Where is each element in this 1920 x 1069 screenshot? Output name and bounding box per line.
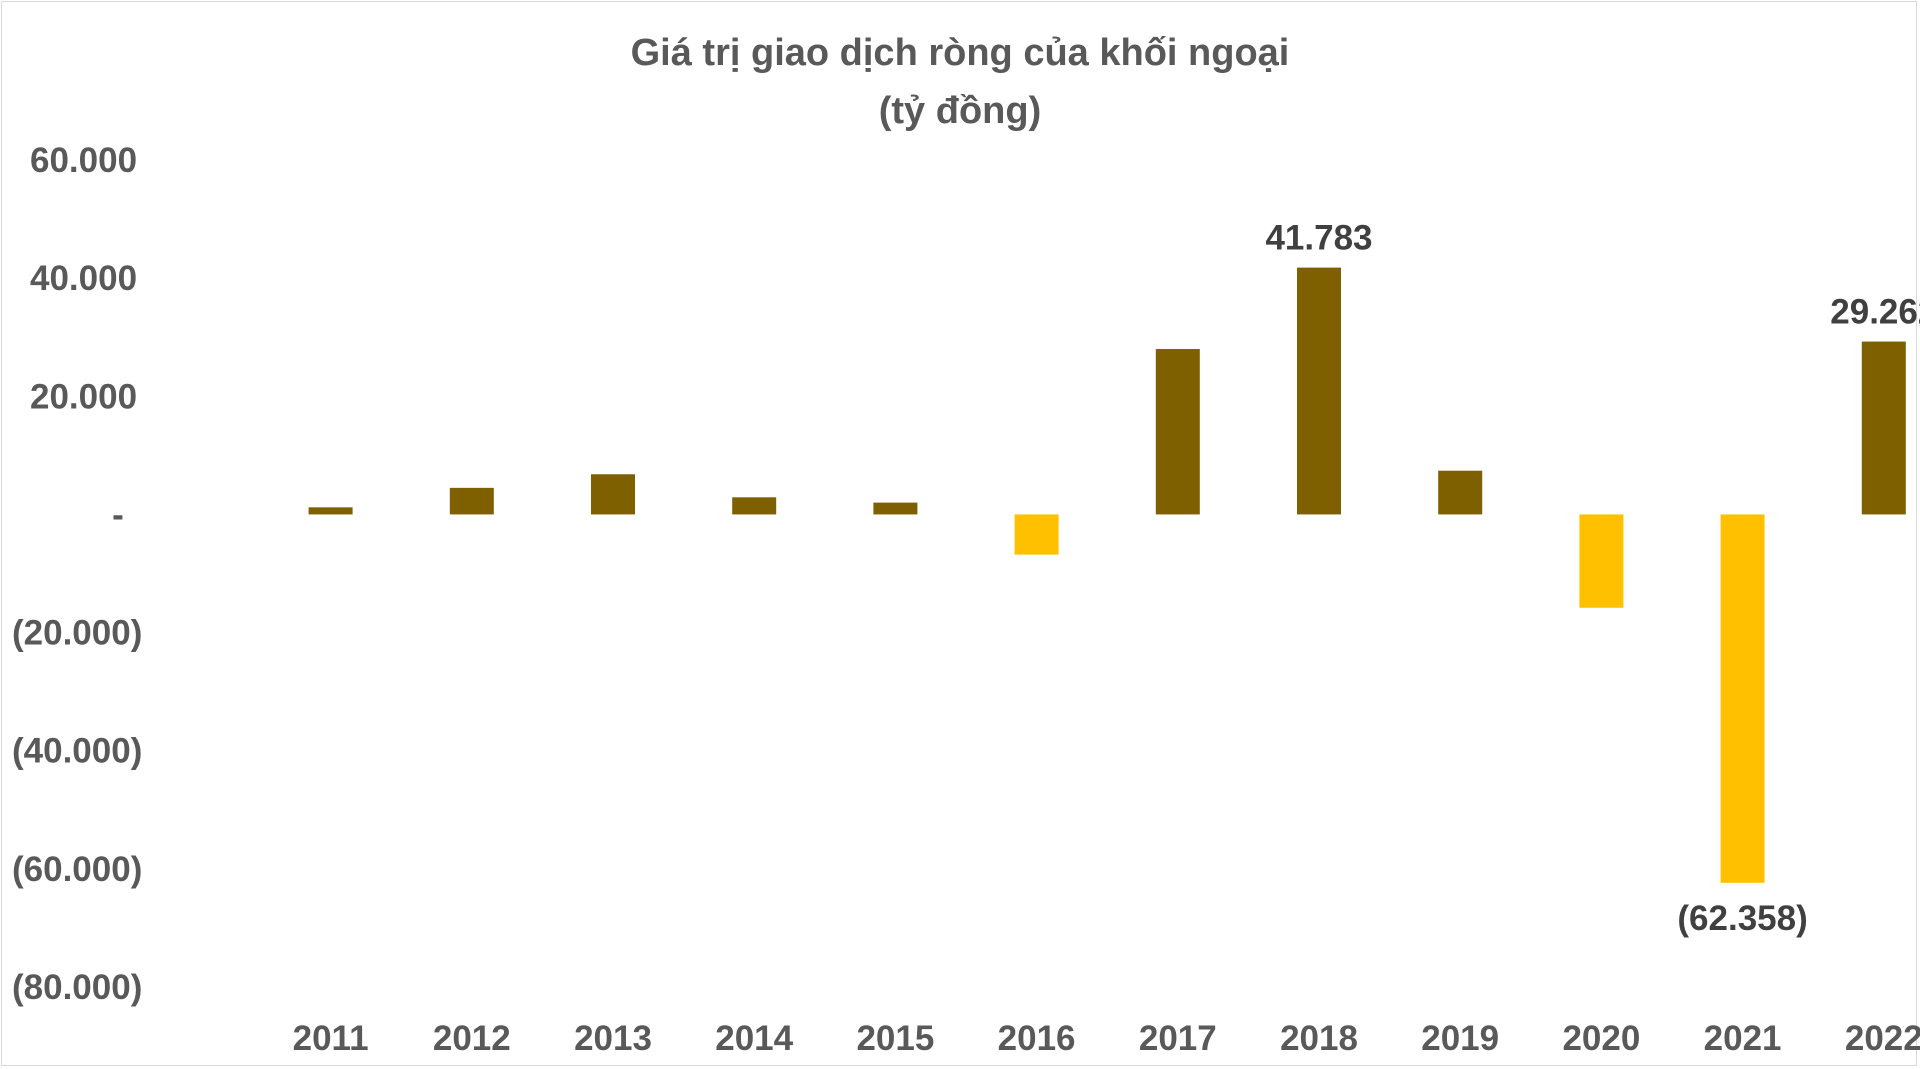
bar-2022 bbox=[1861, 341, 1906, 515]
x-tick-label: 2016 bbox=[998, 1019, 1076, 1058]
x-tick-label: 2017 bbox=[1139, 1019, 1217, 1058]
bar-2013 bbox=[591, 474, 635, 515]
x-tick-label: 2014 bbox=[715, 1019, 793, 1058]
bar-2012 bbox=[449, 487, 494, 515]
x-tick-label: 2020 bbox=[1562, 1019, 1640, 1058]
x-tick-label: 2022 bbox=[1845, 1019, 1920, 1058]
x-tick-label: 2018 bbox=[1280, 1019, 1358, 1058]
y-tick-label: 60.000 bbox=[30, 141, 137, 180]
y-tick-label: (20.000) bbox=[12, 614, 142, 653]
bar-2020 bbox=[1579, 514, 1624, 608]
x-tick-label: 2011 bbox=[293, 1019, 369, 1058]
data-label: (62.358) bbox=[1677, 899, 1807, 938]
bar-2014 bbox=[732, 497, 777, 515]
bar-2016 bbox=[1014, 514, 1059, 555]
y-tick-label: (80.000) bbox=[12, 968, 142, 1007]
x-tick-label: 2019 bbox=[1421, 1019, 1499, 1058]
chart-subtitle: (tỷ đồng) bbox=[878, 90, 1042, 132]
bar-2011 bbox=[308, 507, 353, 515]
bar-2019 bbox=[1438, 470, 1483, 515]
x-tick-label: 2021 bbox=[1704, 1019, 1782, 1058]
x-tick-label: 2013 bbox=[574, 1019, 652, 1058]
chart-title: Giá trị giao dịch ròng của khối ngoại bbox=[630, 32, 1290, 74]
data-label: 29.262 bbox=[1830, 293, 1920, 332]
y-tick-label: (60.000) bbox=[12, 850, 142, 889]
x-tick-label: 2012 bbox=[433, 1019, 511, 1058]
y-tick-label: - bbox=[112, 495, 124, 534]
bar-2015 bbox=[873, 502, 918, 515]
data-label: 41.783 bbox=[1265, 219, 1372, 258]
x-tick-label: 2015 bbox=[856, 1019, 934, 1058]
bar-2018 bbox=[1297, 267, 1341, 515]
bar-2021 bbox=[1720, 514, 1765, 883]
bar-2017 bbox=[1155, 349, 1200, 515]
y-tick-label: (40.000) bbox=[12, 732, 142, 771]
y-tick-label: 40.000 bbox=[30, 259, 137, 298]
y-tick-label: 20.000 bbox=[30, 377, 137, 416]
